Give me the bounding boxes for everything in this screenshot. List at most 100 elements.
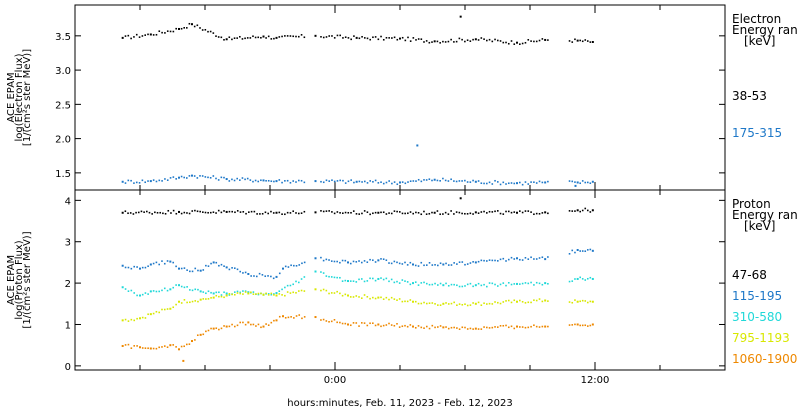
data-point (220, 211, 223, 214)
data-point (202, 291, 205, 293)
data-point (328, 180, 331, 182)
data-point (339, 212, 341, 214)
data-point (197, 300, 199, 303)
data-point-outlier (182, 359, 185, 362)
data-point (333, 276, 336, 279)
x-tick-label: 0:00 (324, 375, 346, 386)
data-point (228, 210, 231, 213)
data-point (428, 212, 431, 215)
data-point (231, 38, 233, 41)
data-point (579, 250, 581, 252)
data-point (507, 42, 510, 45)
data-point (521, 282, 524, 285)
data-point (450, 178, 452, 181)
data-point (202, 298, 205, 300)
data-point (584, 39, 587, 41)
data-point (344, 322, 347, 325)
data-point (372, 212, 374, 215)
data-point (425, 282, 428, 285)
data-point (130, 179, 132, 182)
data-point (188, 175, 191, 177)
data-point (282, 315, 284, 318)
data-point (445, 302, 447, 304)
data-point (458, 37, 461, 40)
data-point (301, 262, 303, 265)
data-point (377, 38, 380, 41)
data-point (270, 321, 273, 324)
data-point (547, 39, 549, 41)
data-point (180, 267, 183, 270)
data-point (265, 37, 267, 39)
data-point (581, 180, 584, 182)
data-point (253, 275, 255, 277)
data-point (483, 38, 485, 40)
data-point (172, 176, 175, 178)
data-point (333, 180, 336, 183)
data-point (423, 179, 425, 181)
data-point (423, 327, 425, 329)
data-point (401, 212, 404, 215)
data-point (533, 324, 535, 327)
data-point (544, 258, 547, 261)
data-point (453, 301, 455, 304)
data-point (281, 35, 283, 38)
data-point (162, 212, 164, 215)
data-point (494, 38, 496, 41)
data-point (245, 212, 247, 215)
data-point (530, 256, 532, 259)
data-point (257, 292, 260, 295)
data-point (139, 267, 141, 270)
data-point (372, 36, 374, 39)
data-point (147, 33, 149, 36)
data-point (372, 322, 374, 325)
data-point (544, 211, 547, 214)
data-point (158, 30, 161, 33)
data-point (239, 321, 242, 324)
data-point (205, 264, 207, 267)
data-point (447, 180, 450, 182)
data-point (393, 260, 396, 263)
data-point (393, 324, 396, 327)
data-point (401, 300, 404, 303)
data-point (372, 181, 374, 183)
data-point (530, 181, 532, 183)
data-point (212, 175, 215, 177)
data-point (439, 325, 442, 327)
data-point (253, 210, 256, 213)
data-point (496, 326, 499, 328)
data-point (191, 270, 194, 273)
data-point (270, 292, 273, 295)
data-point (300, 212, 303, 214)
data-point (591, 249, 594, 252)
data-point (355, 36, 358, 39)
data-point (130, 289, 133, 292)
data-point (499, 283, 502, 286)
data-point (303, 210, 306, 213)
data-point (530, 211, 532, 213)
data-point (199, 290, 202, 293)
data-point (363, 37, 366, 39)
data-point (431, 324, 434, 327)
data-point (584, 181, 587, 184)
data-point (483, 302, 485, 305)
data-point (215, 291, 218, 294)
data-point (372, 277, 374, 280)
data-point (361, 35, 363, 38)
data-point (374, 279, 377, 282)
data-point (350, 179, 352, 181)
data-point (207, 211, 209, 214)
data-point (144, 34, 146, 36)
data-point (505, 284, 507, 287)
data-point (161, 260, 163, 262)
data-point (270, 293, 273, 296)
data-point (292, 180, 295, 182)
data-point (450, 38, 452, 41)
data-point (541, 300, 544, 303)
data-point (469, 262, 472, 264)
data-point (166, 308, 169, 310)
data-point (469, 282, 472, 285)
data-point (155, 33, 158, 36)
data-point (350, 38, 352, 41)
data-point (196, 334, 199, 337)
